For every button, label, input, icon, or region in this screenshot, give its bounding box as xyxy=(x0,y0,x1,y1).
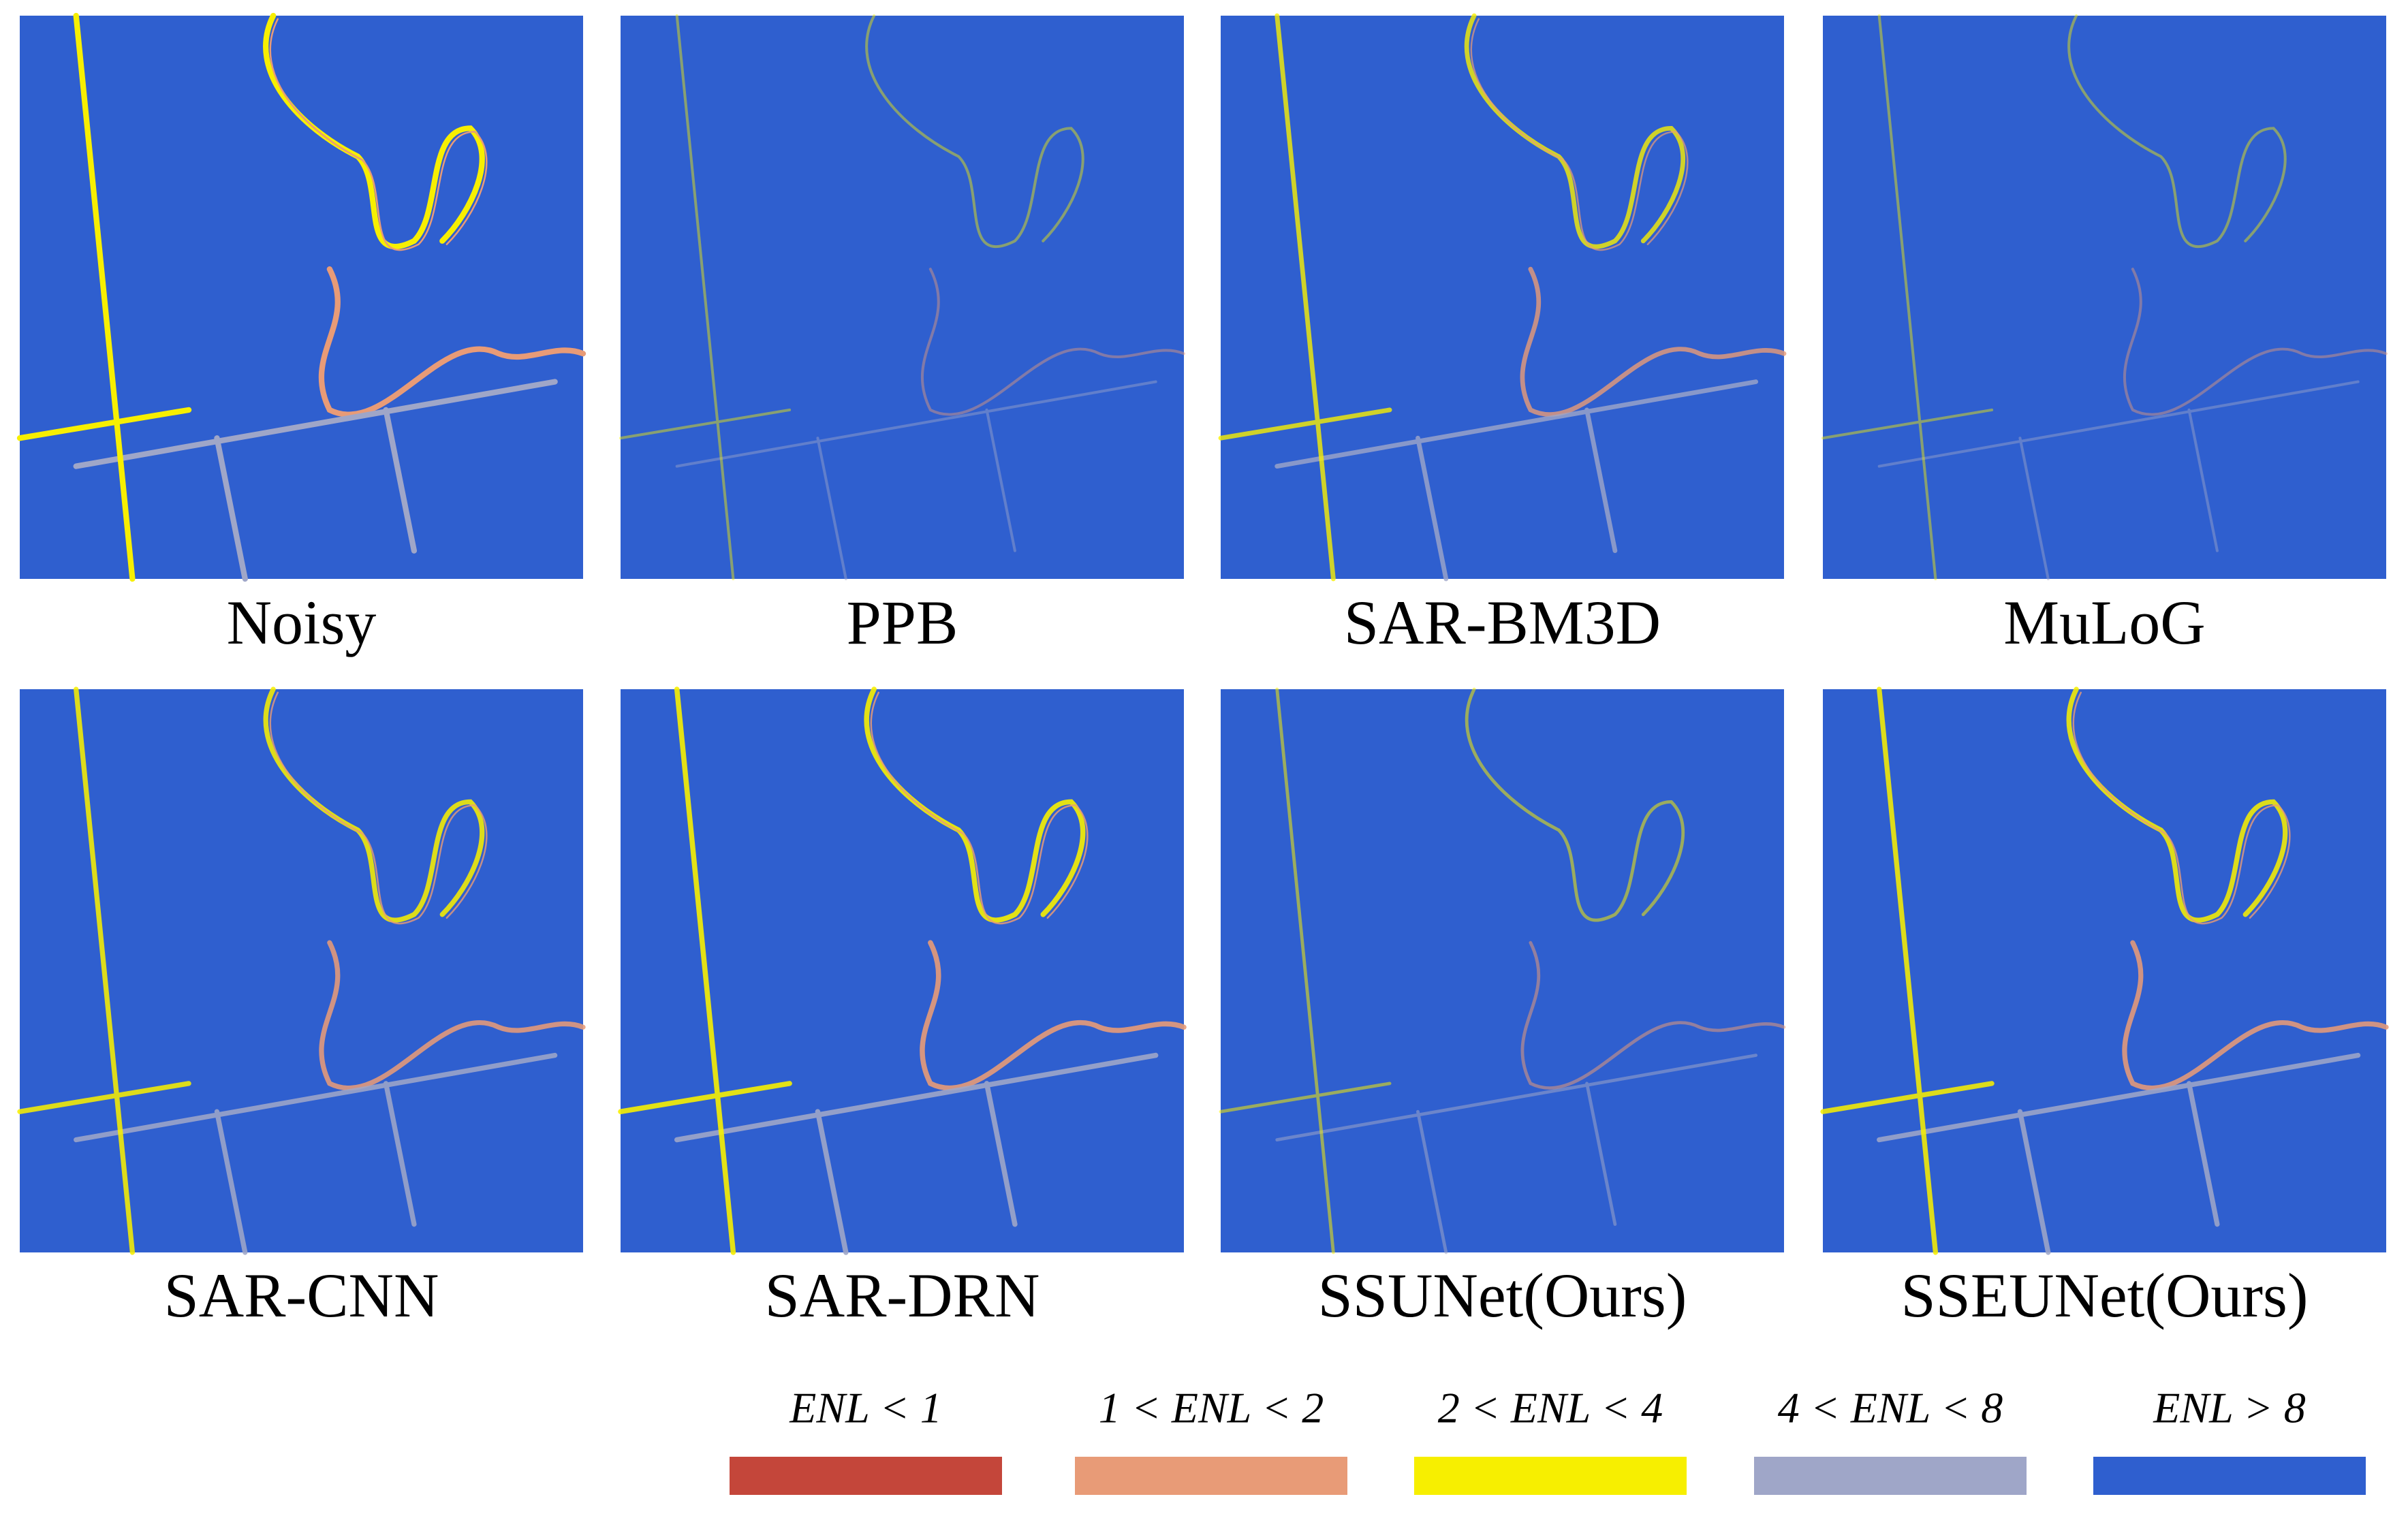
panel-background xyxy=(1221,16,1784,579)
edge-stroke xyxy=(1821,14,1994,581)
panel-background xyxy=(20,689,583,1252)
legend-label: ENL < 1 xyxy=(789,1384,941,1432)
edge-stroke xyxy=(618,686,792,1255)
edge-stroke xyxy=(674,1052,1159,1255)
edge-stroke xyxy=(1218,13,1392,582)
image-panel xyxy=(619,14,1186,581)
legend-label: 4 < ENL < 8 xyxy=(1778,1384,2003,1432)
edge-stroke xyxy=(619,14,792,581)
panel-edges xyxy=(1219,687,1786,1254)
edge-stroke xyxy=(17,686,191,1255)
edge-stroke xyxy=(1520,266,1787,417)
legend-swatch xyxy=(2093,1457,2366,1495)
legend-label: ENL > 8 xyxy=(2153,1384,2305,1432)
edge-stroke xyxy=(675,380,1157,581)
edge-stroke xyxy=(1275,1054,1758,1254)
edge-stroke xyxy=(1877,380,2360,581)
legend-label: 2 < ENL < 4 xyxy=(1438,1384,1663,1432)
edge-stroke xyxy=(269,691,488,925)
edge-stroke xyxy=(2072,691,2291,925)
image-panel xyxy=(618,686,1187,1255)
edge-stroke xyxy=(870,691,1089,925)
edge-stroke xyxy=(920,940,1187,1091)
image-panel xyxy=(1219,687,1786,1254)
panel-background xyxy=(1823,689,2386,1252)
legend-swatch xyxy=(1754,1457,2027,1495)
panel-label: SSUNet(Ours) xyxy=(1318,1261,1687,1330)
edge-stroke xyxy=(74,1052,558,1255)
edge-stroke xyxy=(16,12,192,582)
panel-label: Noisy xyxy=(227,588,377,657)
edge-stroke xyxy=(1470,18,1689,251)
edge-stroke xyxy=(1520,941,1786,1090)
edge-stroke xyxy=(1275,379,1759,582)
legend-label: 1 < ENL < 2 xyxy=(1099,1384,1324,1432)
panel-edges xyxy=(1218,13,1787,582)
edge-stroke xyxy=(921,268,1186,416)
panel-background xyxy=(621,16,1184,579)
edge-stroke xyxy=(1820,686,1995,1255)
edge-stroke xyxy=(318,266,587,417)
image-panel xyxy=(1821,14,2388,581)
edge-stroke xyxy=(865,14,1084,248)
panel-edges xyxy=(618,686,1187,1255)
legend-swatch xyxy=(1075,1457,1347,1495)
panel-label: SAR-CNN xyxy=(164,1261,439,1330)
image-panel xyxy=(16,12,587,582)
edge-stroke xyxy=(2123,268,2388,416)
edge-stroke xyxy=(1465,687,1685,922)
panel-background xyxy=(1823,16,2386,579)
panel-label: PPB xyxy=(847,588,958,657)
panel-edges xyxy=(619,14,1186,581)
image-panel xyxy=(1218,13,1787,582)
edge-stroke xyxy=(1877,1052,2361,1255)
panel-label: SAR-DRN xyxy=(765,1261,1040,1330)
panel-edges xyxy=(16,12,587,582)
panel-background xyxy=(621,689,1184,1252)
panel-edges xyxy=(17,686,586,1255)
image-panel xyxy=(1820,686,2389,1255)
panel-label: MuLoG xyxy=(2003,588,2205,657)
edge-stroke xyxy=(1219,687,1392,1254)
panel-label: SAR-BM3D xyxy=(1344,588,1661,657)
legend-swatch xyxy=(1414,1457,1687,1495)
edge-stroke xyxy=(319,940,586,1091)
panel-label: SSEUNet(Ours) xyxy=(1901,1261,2309,1330)
edge-stroke xyxy=(73,379,558,582)
panel-edges xyxy=(1821,14,2388,581)
panel-edges xyxy=(1820,686,2389,1255)
edge-stroke xyxy=(2122,940,2389,1091)
image-panel xyxy=(17,686,586,1255)
edge-stroke xyxy=(2067,14,2287,248)
panel-background xyxy=(20,16,583,579)
legend-swatch xyxy=(730,1457,1002,1495)
edge-stroke xyxy=(269,18,488,251)
panel-background xyxy=(1221,689,1784,1252)
